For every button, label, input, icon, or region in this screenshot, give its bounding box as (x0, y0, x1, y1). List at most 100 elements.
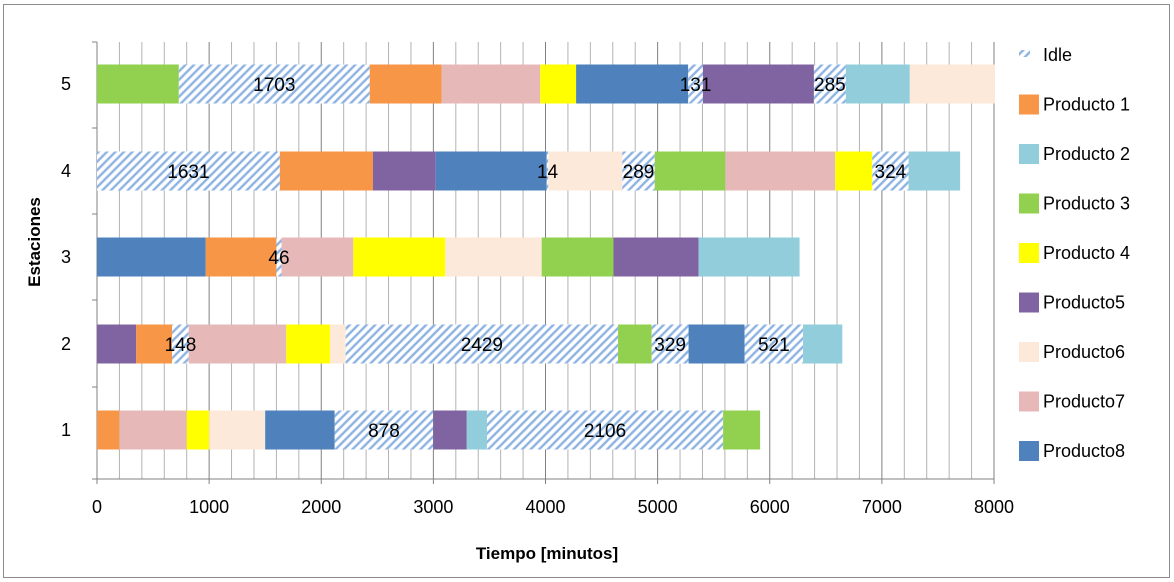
bar-segment-producto-4 (540, 64, 577, 104)
bar-segment-producto-3 (654, 151, 726, 191)
idle-data-label: 329 (654, 335, 686, 356)
bar-segment-producto-3 (723, 410, 761, 450)
idle-data-label: 1703 (253, 75, 295, 96)
bar-segment-producto8 (435, 151, 547, 191)
bar-segment-producto-1 (136, 324, 173, 364)
bar-segment-idle (486, 410, 724, 450)
bar-segment-producto7 (725, 151, 836, 191)
legend-swatch (1019, 391, 1039, 412)
bar-segment-idle (97, 151, 280, 191)
x-tick-label: 1000 (189, 497, 229, 517)
bars (97, 64, 996, 450)
x-tick-label: 0 (92, 497, 102, 517)
legend-swatch (1019, 342, 1039, 362)
legend-label: Producto 2 (1043, 144, 1130, 164)
x-tick-label: 3000 (413, 497, 453, 517)
chart-frame (3, 4, 1170, 578)
idle-data-label: 285 (814, 75, 846, 96)
legend-swatch (1019, 243, 1039, 263)
bar-segment-producto-1 (205, 237, 277, 277)
idle-data-label: 324 (875, 162, 907, 183)
bar-segment-producto8 (576, 64, 689, 104)
y-tick-label: 4 (61, 161, 71, 181)
x-axis-title: Tiempo [minutos] (476, 544, 618, 563)
bar-segment-producto-2 (845, 64, 910, 104)
bar-segment-producto-2 (803, 324, 843, 364)
bar-segment-producto6 (209, 410, 266, 450)
legend-swatch (1019, 94, 1039, 115)
y-tick-label: 1 (61, 420, 71, 440)
bar-segment-idle (651, 324, 689, 364)
bar-segment-producto-2 (908, 151, 961, 191)
x-tick-label: 7000 (862, 497, 902, 517)
bar-segment-idle (546, 151, 549, 191)
bar-segment-idle (872, 151, 909, 191)
legend-label: Idle (1043, 45, 1072, 65)
x-tick-label: 2000 (301, 497, 341, 517)
bar-segment-idle (345, 324, 619, 364)
legend-label: Producto7 (1043, 392, 1125, 412)
legend-swatch (1019, 292, 1039, 313)
bar-segment-producto8 (265, 410, 335, 450)
bar-segment-producto-4 (353, 237, 446, 277)
bar-segment-producto-4 (835, 151, 873, 191)
x-tick-label: 4000 (525, 497, 565, 517)
y-tick-label: 2 (61, 334, 71, 354)
bar-segment-producto6 (445, 237, 542, 277)
bar-segment-idle (744, 324, 804, 364)
bar-segment-producto-1 (97, 410, 120, 450)
x-tick-label: 5000 (638, 497, 678, 517)
idle-data-label: 46 (268, 248, 289, 269)
bar-segment-producto8 (688, 324, 745, 364)
legend-label: Producto6 (1043, 342, 1125, 362)
bar-segment-producto-3 (97, 64, 179, 104)
bar-segment-idle (178, 64, 370, 104)
bar-segment-idle (172, 324, 189, 364)
legend: Idle Producto 1 Producto 2 Producto 3 Produc… (1019, 45, 1130, 461)
bar-segment-producto7 (188, 324, 287, 364)
y-tick-label: 5 (61, 74, 71, 94)
x-tick-label: 6000 (750, 497, 790, 517)
idle-data-label: 521 (758, 335, 790, 356)
bar-segment-producto5 (702, 64, 814, 104)
bar-segment-producto8 (97, 237, 206, 277)
legend-label: Producto 3 (1043, 194, 1130, 214)
bar-segment-producto5 (613, 237, 699, 277)
legend-label: Producto 1 (1043, 95, 1130, 115)
idle-data-label: 2106 (584, 421, 626, 442)
bar-segment-producto6 (548, 151, 623, 191)
bar-segment-idle (622, 151, 655, 191)
bar-segment-producto-2 (466, 410, 487, 450)
legend-swatch (1019, 441, 1039, 461)
y-axis-title: Estaciones (25, 197, 44, 287)
y-tick-label: 3 (61, 247, 71, 267)
bar-segment-producto-2 (698, 237, 800, 277)
bar-segment-producto5 (433, 410, 467, 450)
bar-segment-producto-1 (279, 151, 373, 191)
idle-data-label: 2429 (461, 335, 503, 356)
legend-label: Producto 4 (1043, 243, 1130, 263)
bar-segment-producto-3 (541, 237, 614, 277)
idle-data-label: 1631 (167, 162, 209, 183)
bar-segment-producto5 (97, 324, 137, 364)
x-tick-label: 8000 (974, 497, 1014, 517)
bar-segment-producto7 (119, 410, 187, 450)
idle-data-label: 878 (368, 421, 400, 442)
axes: 0 1000 2000 3000 4000 5000 6000 7000 8000 1 2 3 4 5 (61, 41, 1014, 517)
legend-swatch (1019, 50, 1030, 57)
bar-segment-producto6 (329, 324, 346, 364)
bar-segment-producto7 (281, 237, 354, 277)
bar-segment-producto-1 (369, 64, 442, 104)
bar-segment-producto7 (441, 64, 541, 104)
idle-data-label: 14 (537, 162, 559, 183)
data-labels: 878 2106 148 2429 329 521 46 1631 14 289 324 1703 13… (165, 75, 907, 442)
bar-segment-producto5 (372, 151, 436, 191)
idle-data-label: 148 (165, 335, 197, 356)
bar-segment-idle (334, 410, 434, 450)
bar-segment-producto-3 (618, 324, 652, 364)
bar-segment-producto-4 (286, 324, 330, 364)
bar-segment-producto-4 (186, 410, 210, 450)
legend-swatch (1019, 144, 1039, 164)
idle-data-label: 289 (623, 162, 655, 183)
